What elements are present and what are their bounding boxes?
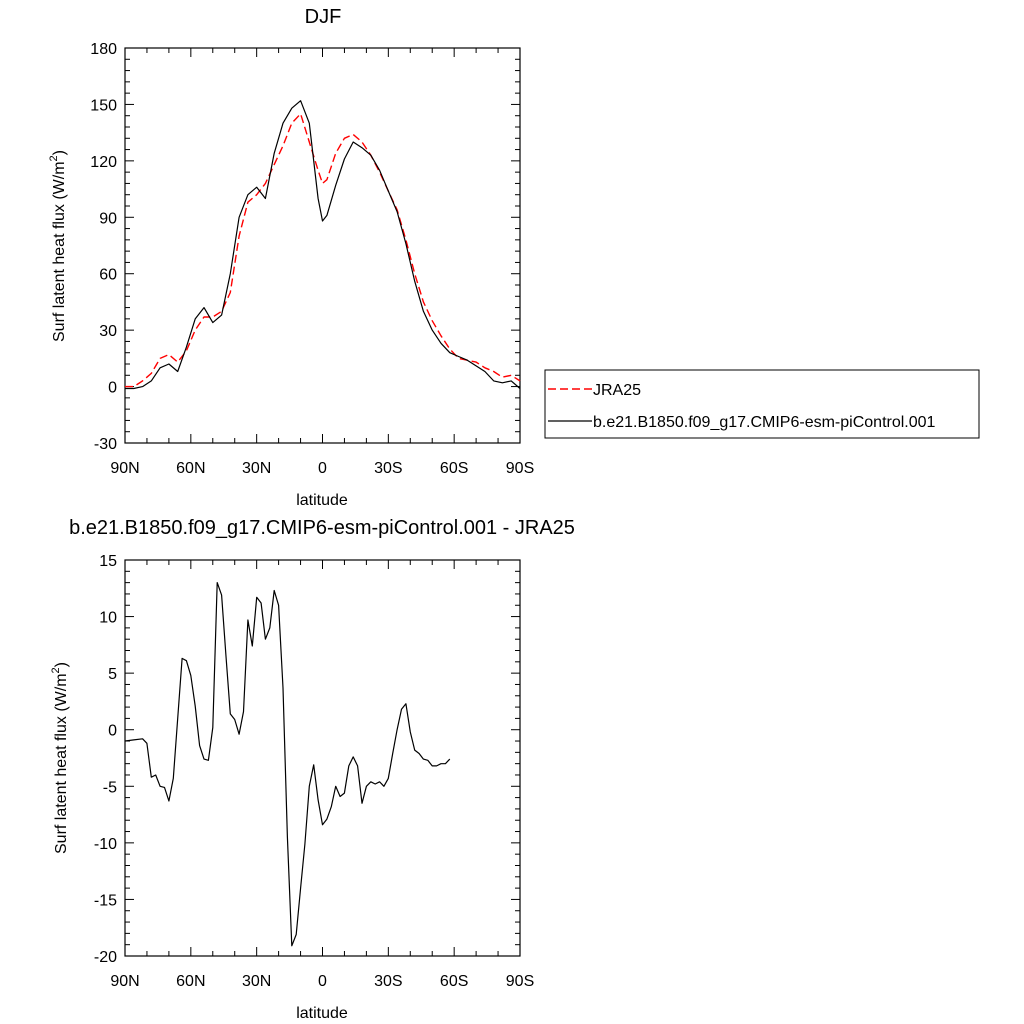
legend-box <box>544 369 980 439</box>
difference-y-tick-label: 0 <box>108 723 117 740</box>
difference-x-tick-label: 30N <box>242 973 271 990</box>
djf-y-tick-label: 30 <box>99 323 117 340</box>
djf-y-tick-label: 150 <box>90 97 117 114</box>
difference-panel: b.e21.B1850.f09_g17.CMIP6-esm-piControl.… <box>50 517 575 1022</box>
djf-y-tick-label: 180 <box>90 41 117 58</box>
legend-label-jra25: JRA25 <box>593 382 641 399</box>
difference-y-tick-label: -15 <box>94 892 117 909</box>
djf-plot-frame <box>124 47 521 444</box>
djf-x-tick-label: 90N <box>110 460 139 477</box>
difference-x-tick-label: 90N <box>110 973 139 990</box>
difference-x-axis-label: latitude <box>296 1005 348 1022</box>
difference-series-line-model <box>124 581 451 947</box>
djf-minor-ticks <box>125 48 520 443</box>
djf-y-tick-label: 60 <box>99 267 117 284</box>
difference-x-tick-label: 60S <box>440 973 468 990</box>
difference-x-tick-label: 30S <box>374 973 402 990</box>
legend-label-model: b.e21.B1850.f09_g17.CMIP6-esm-piControl.… <box>593 414 936 431</box>
difference-y-tick-label: 10 <box>99 610 117 627</box>
djf-y-axis-label: Surf latent heat flux (W/m2) <box>48 150 68 342</box>
djf-series-line-jra25 <box>125 113 521 388</box>
difference-y-tick-label: -10 <box>94 836 117 853</box>
djf-title: DJF <box>305 6 342 28</box>
difference-y-axis-label: Surf latent heat flux (W/m2) <box>50 662 70 854</box>
difference-series-group <box>124 581 451 947</box>
djf-series-line-model <box>125 100 521 390</box>
difference-y-tick-label: -5 <box>103 779 117 796</box>
difference-plot-frame <box>124 559 521 957</box>
djf-x-tick-label: 30N <box>242 460 271 477</box>
djf-x-tick-label: 60S <box>440 460 468 477</box>
legend: JRA25 b.e21.B1850.f09_g17.CMIP6-esm-piCo… <box>544 369 980 439</box>
djf-x-tick-label: 30S <box>374 460 402 477</box>
djf-x-tick-label: 60N <box>176 460 205 477</box>
djf-panel: DJF 90N 60N 30N 0 30S 60S 90S -30 0 30 60 90 120 150 1… <box>48 6 980 509</box>
djf-series-group <box>125 100 521 390</box>
difference-y-tick-label: 5 <box>108 666 117 683</box>
difference-major-ticks: 90N 60N 30N 0 30S 60S 90S -20 -15 -10 -5 0 5 10 15 <box>94 553 534 990</box>
difference-x-tick-label: 90S <box>506 973 534 990</box>
difference-y-tick-label: 15 <box>99 553 117 570</box>
difference-minor-ticks <box>125 560 520 956</box>
difference-title: b.e21.B1850.f09_g17.CMIP6-esm-piControl.… <box>69 517 575 539</box>
difference-x-tick-label: 60N <box>176 973 205 990</box>
djf-y-tick-label: 120 <box>90 154 117 171</box>
djf-y-tick-label: 90 <box>99 210 117 227</box>
djf-x-tick-label: 0 <box>318 460 327 477</box>
djf-x-axis-label: latitude <box>296 492 348 509</box>
djf-y-tick-label: 0 <box>108 380 117 397</box>
difference-y-tick-label: -20 <box>94 949 117 966</box>
djf-y-tick-label: -30 <box>94 436 117 453</box>
djf-major-ticks: 90N 60N 30N 0 30S 60S 90S -30 0 30 60 90 120 150 180 <box>90 41 534 477</box>
djf-x-tick-label: 90S <box>506 460 534 477</box>
difference-x-tick-label: 0 <box>318 973 327 990</box>
